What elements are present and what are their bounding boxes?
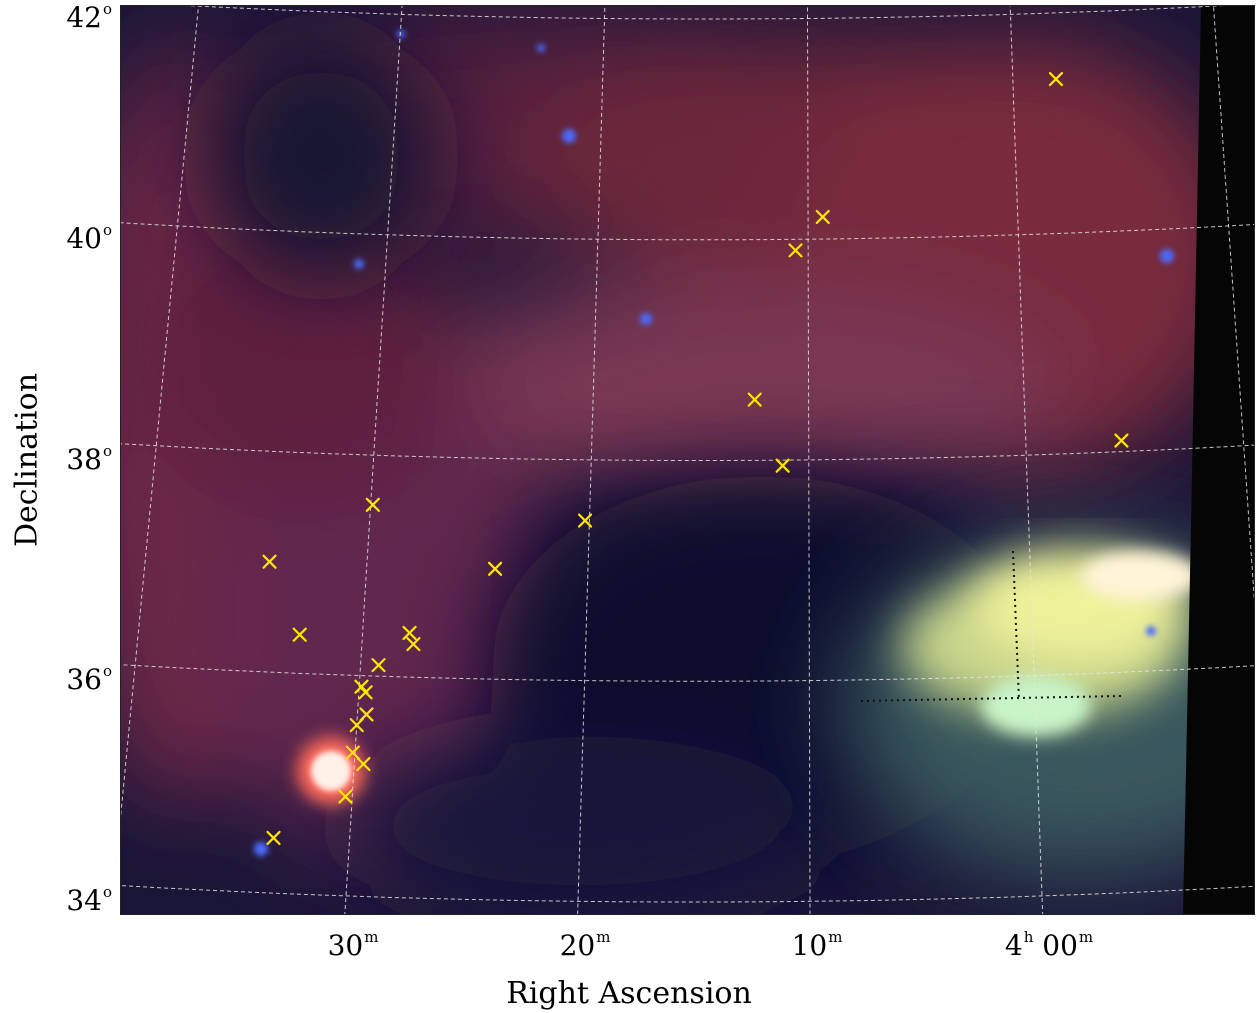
y-tick-label: 36o bbox=[66, 662, 112, 697]
x-tick-label: 20m bbox=[559, 928, 611, 962]
grid-line bbox=[577, 6, 606, 914]
grid-line bbox=[1212, 6, 1254, 603]
y-tick-label: 40o bbox=[66, 220, 112, 255]
source-marker bbox=[406, 637, 421, 652]
x-tick-label: 10m bbox=[791, 928, 843, 962]
sky-map-panel[interactable] bbox=[120, 5, 1255, 915]
x-tick-label: 30m bbox=[327, 928, 379, 962]
bright-nebula bbox=[841, 536, 1254, 876]
coordinate-grid bbox=[121, 6, 1254, 914]
y-tick-label: 38o bbox=[66, 441, 112, 476]
source-marker bbox=[815, 209, 830, 225]
source-marker bbox=[349, 718, 364, 733]
x-axis-title: Right Ascension bbox=[506, 976, 752, 1011]
grid-line bbox=[186, 6, 1226, 20]
source-marker bbox=[358, 685, 373, 700]
bright-compact-source bbox=[297, 737, 365, 805]
grid-line bbox=[1009, 6, 1044, 914]
y-tick-label: 34o bbox=[66, 883, 112, 917]
grid-line bbox=[121, 6, 200, 818]
point-sources-blue bbox=[254, 30, 1174, 856]
region-outline bbox=[860, 550, 1122, 702]
source-marker bbox=[371, 658, 386, 673]
sky-image bbox=[121, 6, 1254, 914]
x-tick-label: 4h 00m bbox=[1004, 928, 1094, 962]
source-marker bbox=[577, 513, 593, 528]
no-data-region bbox=[1183, 6, 1254, 914]
source-markers bbox=[262, 71, 1129, 846]
source-marker bbox=[775, 458, 790, 473]
source-marker bbox=[365, 497, 380, 512]
grid-line bbox=[344, 6, 403, 914]
source-marker bbox=[356, 756, 371, 772]
grid-line bbox=[121, 222, 1254, 241]
source-marker bbox=[338, 789, 353, 804]
source-marker bbox=[788, 243, 803, 258]
source-marker bbox=[1114, 433, 1129, 448]
source-marker bbox=[402, 625, 417, 641]
source-marker bbox=[292, 627, 307, 642]
source-marker bbox=[1048, 71, 1064, 87]
y-axis-title: Declination bbox=[9, 372, 45, 548]
source-marker bbox=[747, 392, 762, 407]
grid-line bbox=[806, 6, 811, 914]
grid-line bbox=[121, 443, 1254, 461]
y-tick-label: 42o bbox=[66, 0, 112, 34]
source-marker bbox=[345, 745, 360, 760]
source-marker bbox=[262, 554, 277, 569]
source-marker bbox=[487, 561, 503, 576]
source-marker bbox=[266, 830, 281, 846]
